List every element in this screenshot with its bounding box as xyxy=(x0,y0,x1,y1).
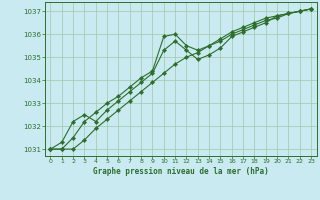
X-axis label: Graphe pression niveau de la mer (hPa): Graphe pression niveau de la mer (hPa) xyxy=(93,167,269,176)
